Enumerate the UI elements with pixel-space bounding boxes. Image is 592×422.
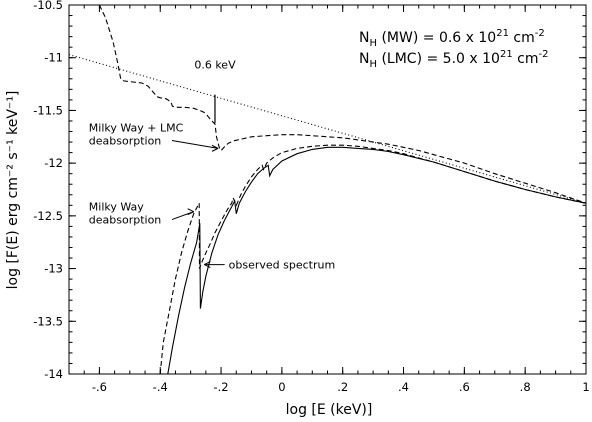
annotation-text: deabsorption	[89, 135, 162, 148]
nh-mw-line: NH (MW) = 0.6 x 1021 cm-2	[359, 28, 545, 49]
y-tick-label: -12	[44, 156, 63, 170]
x-tick-label: .8	[520, 380, 531, 394]
nh-legend: NH (MW) = 0.6 x 1021 cm-2 NH (LMC) = 5.0…	[359, 28, 548, 70]
annotation-arrowhead	[211, 144, 219, 152]
annotation-text: deabsorption	[89, 214, 162, 227]
axis-ticks: -.6 -.4 -.2 0 .2 .4 .6 .8 1 -14 -13.5 -13 -12.5 -12 -1…	[33, 0, 589, 394]
annotation-arrowhead	[204, 261, 211, 269]
nh-lmc-line: NH (LMC) = 5.0 x 1021 cm-2	[359, 49, 548, 70]
x-axis-title: log [E (keV)]	[286, 402, 373, 418]
annotation-text: observed spectrum	[229, 259, 336, 272]
x-tick-label: .4	[398, 380, 409, 394]
series-solid-line	[167, 146, 587, 375]
y-tick-label: -13.5	[33, 314, 63, 328]
x-tick-label: -.4	[153, 380, 168, 394]
plot-frame	[68, 4, 587, 375]
x-tick-label: 1	[582, 380, 589, 394]
annotation-text: Milky Way	[89, 201, 145, 214]
y-tick-label: -12.5	[33, 209, 63, 223]
x-tick-label: .2	[337, 380, 348, 394]
x-tick-label: -.6	[92, 380, 107, 394]
x-tick-label: .6	[459, 380, 470, 394]
series-dashed-line	[98, 4, 587, 204]
annotation-arrow	[171, 140, 219, 149]
x-tick-label: -.2	[213, 380, 228, 394]
series-dotted-line	[68, 54, 587, 204]
y-tick-label: -11	[44, 51, 63, 65]
y-tick-label: -14	[44, 367, 63, 381]
series-layer	[68, 4, 587, 375]
y-tick-label: -13	[44, 262, 63, 276]
annotation-0-6-kev: 0.6 keV	[194, 58, 236, 71]
y-tick-label: -10.5	[33, 0, 63, 12]
series-dashed-line	[159, 144, 587, 375]
annotation-text: Milky Way + LMC	[89, 122, 184, 135]
y-axis-title: log [F(E) erg cm⁻² s⁻¹ keV⁻¹]	[5, 91, 21, 290]
y-tick-label: -11.5	[33, 103, 63, 117]
annotation-arrowhead	[187, 208, 194, 216]
x-tick-label: 0	[278, 380, 285, 394]
